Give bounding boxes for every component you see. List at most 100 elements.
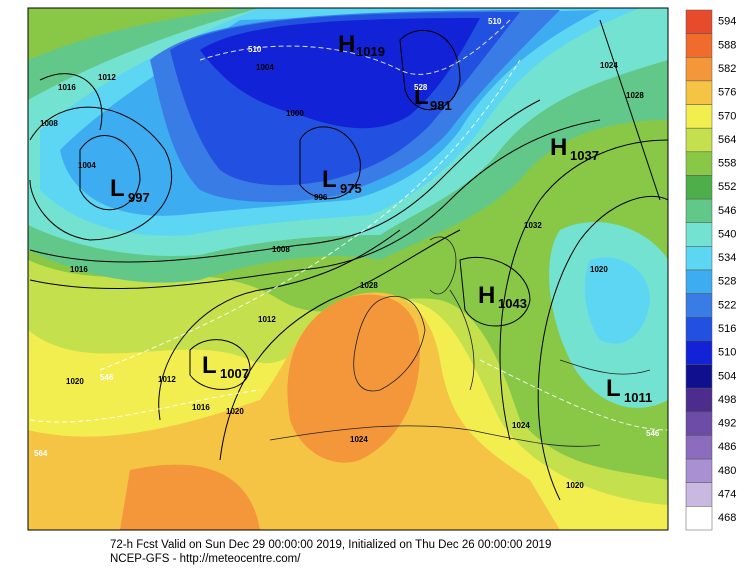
colorbar-swatch (685, 222, 713, 247)
colorbar-label: 594 (718, 16, 736, 28)
colorbar-label: 486 (718, 441, 736, 453)
colorbar-swatch (685, 364, 713, 389)
colorbar-swatch (685, 269, 713, 294)
center-value: 997 (128, 190, 150, 205)
contour-label: 1012 (258, 315, 276, 324)
center-letter: L (606, 375, 621, 402)
contour-label: 1028 (360, 281, 378, 290)
colorbar-label: 522 (718, 299, 736, 311)
height-label: 546 (646, 429, 660, 438)
footer-line: NCEP-GFS - http://meteocentre.com/ (110, 553, 301, 565)
contour-label: 1020 (226, 407, 244, 416)
colorbar-swatch (685, 293, 713, 318)
center-value: 1043 (498, 296, 527, 311)
colorbar-swatch (685, 411, 713, 436)
contour-label: 1012 (98, 73, 116, 82)
colorbar-label: 474 (718, 488, 736, 500)
center-value: 1007 (220, 366, 249, 381)
center-value: 981 (430, 98, 452, 113)
contour-label: 1000 (286, 109, 304, 118)
colorbar-swatch (685, 317, 713, 342)
colorbar-swatch (685, 151, 713, 176)
colorbar-swatch (685, 104, 713, 129)
contour-label: 1008 (40, 119, 58, 128)
colorbar-label: 498 (718, 394, 736, 406)
contour-label: 1008 (272, 245, 290, 254)
height-label: 546 (100, 373, 114, 382)
colorbar-label: 540 (718, 228, 736, 240)
colorbar-swatch (685, 458, 713, 483)
colorbar-label: 558 (718, 158, 736, 170)
contour-label: 1016 (70, 265, 88, 274)
center-value: 1019 (356, 44, 385, 59)
colorbar-label: 510 (718, 347, 736, 359)
contour-labels: 1016 1012 1008 1004 1008 1016 1012 1016 … (34, 17, 660, 490)
colorbar-swatch (685, 340, 713, 365)
center-letter: L (110, 175, 125, 202)
colorbar-swatch (685, 506, 713, 531)
center-letter: L (202, 352, 217, 379)
center-letter: L (322, 166, 337, 193)
colorbar-label: 528 (718, 276, 736, 288)
contour-label: 1004 (256, 63, 274, 72)
center-letter: H (550, 134, 567, 161)
colorbar-label: 468 (718, 512, 736, 524)
colorbar-label: 582 (718, 63, 736, 75)
colorbar-swatch (685, 175, 713, 200)
colorbar-label: 504 (718, 370, 736, 382)
colorbar-swatch (685, 198, 713, 223)
contour-label: 1032 (524, 221, 542, 230)
center-letter: L (414, 83, 429, 110)
colorbar-label: 534 (718, 252, 736, 264)
contour-label: 996 (314, 193, 328, 202)
colorbar-label: 492 (718, 418, 736, 430)
field (584, 257, 650, 344)
contour-label: 1020 (66, 377, 84, 386)
contour-label: 1024 (350, 435, 368, 444)
colorbar-swatch (685, 9, 713, 34)
footer-line: 72-h Fcst Valid on Sun Dec 29 00:00:00 2… (110, 539, 551, 551)
colorbar-swatch (685, 482, 713, 507)
colorbar-label: 576 (718, 87, 736, 99)
map-field (28, 8, 668, 530)
center-value: 1011 (624, 390, 652, 405)
contour-label: 1016 (192, 403, 210, 412)
height-label: 564 (34, 449, 48, 458)
colorbar: 594 588 582 576 570 564 558 552 546 540 534 528 522 5… (685, 9, 736, 531)
colorbar-label: 588 (718, 39, 736, 51)
map-frame (27, 7, 669, 531)
colorbar-swatch (685, 246, 713, 271)
center-value: 1037 (570, 148, 599, 163)
colorbar-swatch (685, 435, 713, 460)
colorbar-label: 570 (718, 110, 736, 122)
colorbar-swatch (685, 387, 713, 413)
contour-label: 1012 (158, 375, 176, 384)
height-label: 528 (414, 83, 428, 92)
contour-label: 1024 (600, 61, 618, 70)
contour-label: 1020 (590, 265, 608, 274)
field (287, 294, 420, 463)
colorbar-swatch (685, 80, 713, 105)
field (200, 18, 480, 129)
pressure-centers: H 1019 L 981 H 1037 L 975 L 997 H 1043 L… (110, 31, 652, 405)
field (120, 464, 260, 530)
contour-label: 1004 (78, 161, 96, 170)
contour-label: 1016 (58, 83, 76, 92)
contour-label: 1024 (512, 421, 530, 430)
colorbar-swatch (685, 57, 713, 82)
colorbar-swatch (685, 33, 713, 58)
colorbar-label: 480 (718, 465, 736, 477)
contour-label: 1028 (626, 91, 644, 100)
colorbar-label: 552 (718, 181, 736, 193)
height-label: 510 (248, 45, 262, 54)
center-letter: H (478, 282, 495, 309)
colorbar-label: 546 (718, 205, 736, 217)
center-letter: H (338, 31, 355, 58)
colorbar-swatch (685, 127, 713, 153)
center-value: 975 (340, 181, 362, 196)
contour-label: 1020 (566, 481, 584, 490)
height-label: 510 (488, 17, 502, 26)
colorbar-label: 564 (718, 134, 736, 146)
